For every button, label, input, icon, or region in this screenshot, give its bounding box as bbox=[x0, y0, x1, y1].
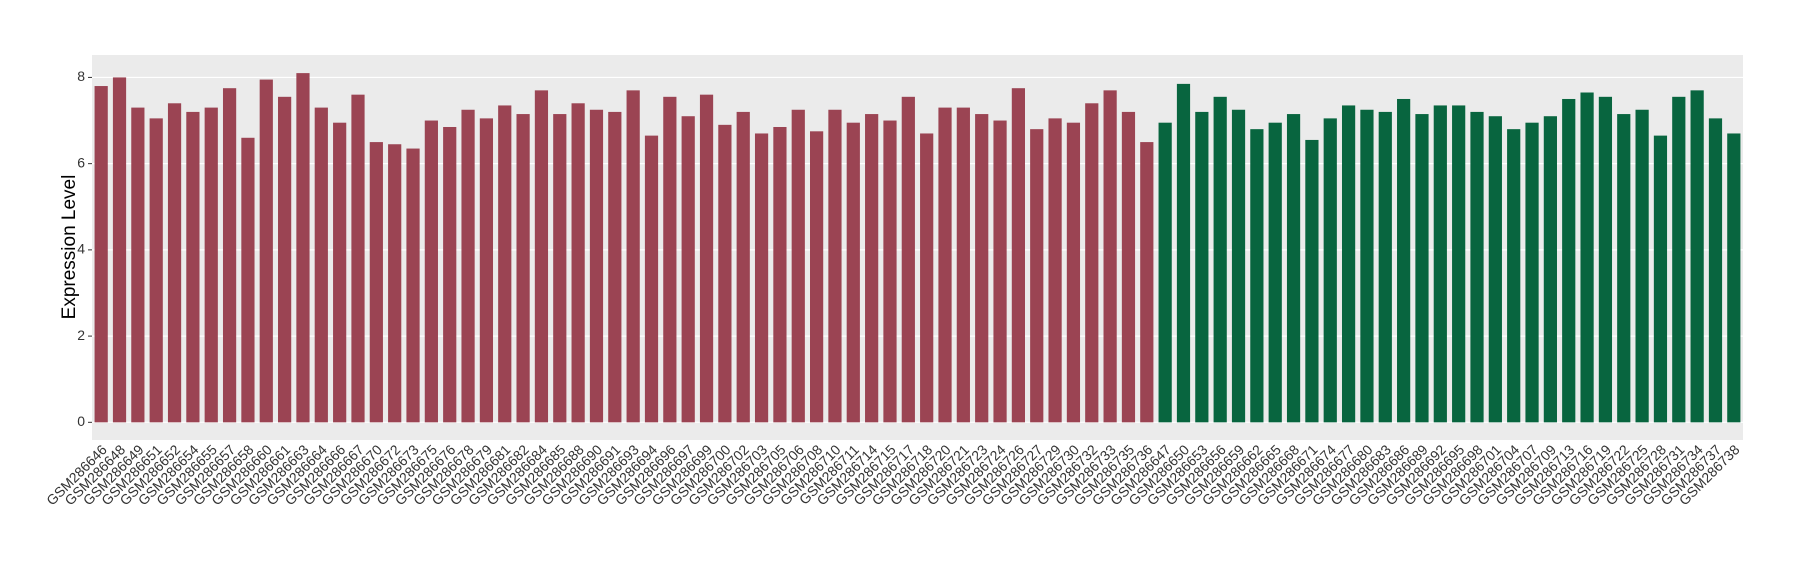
bar bbox=[1598, 96, 1613, 423]
bar bbox=[938, 107, 952, 423]
bar bbox=[975, 114, 989, 423]
bar bbox=[1617, 114, 1631, 423]
y-tick-label: 4 bbox=[77, 241, 85, 257]
bar bbox=[828, 109, 842, 423]
bar bbox=[993, 120, 1007, 423]
bar bbox=[1653, 135, 1668, 423]
bar bbox=[1231, 109, 1246, 423]
bar bbox=[424, 120, 438, 423]
bar bbox=[1708, 118, 1723, 423]
bar bbox=[461, 109, 475, 423]
bar bbox=[314, 107, 328, 423]
y-tick-label: 6 bbox=[77, 154, 85, 170]
bar bbox=[718, 124, 732, 423]
bar bbox=[681, 116, 695, 423]
bar bbox=[1433, 105, 1447, 423]
bar bbox=[1562, 98, 1576, 423]
bar bbox=[1195, 111, 1209, 423]
bar bbox=[791, 109, 805, 423]
y-tick-label: 8 bbox=[77, 68, 85, 84]
bar bbox=[186, 111, 200, 423]
bar bbox=[479, 118, 494, 423]
bar bbox=[516, 114, 530, 423]
bar bbox=[1727, 133, 1741, 423]
y-tick-label: 0 bbox=[77, 413, 85, 429]
bar bbox=[810, 131, 824, 423]
bar bbox=[131, 107, 145, 423]
bar bbox=[773, 126, 787, 423]
bar bbox=[1103, 90, 1117, 423]
bar bbox=[1048, 118, 1062, 423]
bar bbox=[1415, 114, 1429, 423]
bar bbox=[1470, 111, 1484, 423]
bar bbox=[626, 90, 640, 423]
bar bbox=[1323, 118, 1337, 423]
bar bbox=[498, 105, 512, 423]
bar bbox=[388, 144, 402, 423]
bar bbox=[699, 94, 714, 423]
bar bbox=[956, 107, 970, 423]
bar bbox=[1360, 109, 1374, 423]
bar bbox=[1121, 111, 1136, 423]
bar bbox=[204, 107, 218, 423]
bar bbox=[149, 118, 163, 423]
bar bbox=[1176, 83, 1191, 423]
bar bbox=[1525, 122, 1539, 423]
bar bbox=[534, 90, 549, 423]
bar bbox=[443, 126, 457, 423]
bar bbox=[296, 73, 310, 423]
bar bbox=[259, 79, 273, 423]
bar bbox=[94, 86, 108, 423]
bar bbox=[1030, 129, 1044, 423]
bar bbox=[1488, 116, 1502, 423]
bar bbox=[644, 135, 659, 423]
bar bbox=[1268, 122, 1282, 423]
bar bbox=[846, 122, 860, 423]
panel bbox=[92, 55, 1743, 440]
bar bbox=[608, 111, 622, 423]
bar bbox=[333, 122, 347, 423]
bar bbox=[663, 96, 677, 423]
bar bbox=[369, 142, 383, 423]
bar bbox=[1341, 105, 1356, 423]
bar bbox=[754, 133, 769, 423]
bar bbox=[1085, 103, 1099, 423]
bar bbox=[1580, 92, 1594, 423]
bar bbox=[901, 96, 915, 423]
bar bbox=[920, 133, 934, 423]
bar bbox=[1250, 129, 1264, 423]
bar bbox=[406, 148, 420, 423]
bar bbox=[883, 120, 897, 423]
bar bbox=[1158, 122, 1172, 423]
y-tick-label: 2 bbox=[77, 327, 85, 343]
bar bbox=[736, 111, 750, 423]
bar bbox=[1286, 114, 1301, 423]
bar bbox=[1690, 90, 1704, 423]
bar bbox=[1011, 88, 1025, 423]
bar bbox=[1066, 122, 1081, 423]
bar bbox=[1672, 96, 1686, 423]
bar bbox=[1543, 116, 1557, 423]
bar bbox=[1378, 111, 1392, 423]
bar bbox=[553, 114, 567, 423]
bar bbox=[241, 137, 255, 423]
bar bbox=[351, 94, 365, 423]
bar bbox=[1635, 109, 1649, 423]
bar bbox=[278, 96, 292, 423]
bar bbox=[865, 114, 879, 423]
y-axis-title: Expression Level bbox=[59, 175, 80, 320]
bar bbox=[1397, 98, 1411, 423]
bar bbox=[571, 103, 585, 423]
bar bbox=[167, 103, 182, 423]
bar bbox=[112, 77, 127, 423]
bar bbox=[1507, 129, 1521, 423]
bar bbox=[1140, 142, 1154, 423]
bar bbox=[1452, 105, 1466, 423]
bar bbox=[222, 88, 237, 423]
bar bbox=[1305, 139, 1319, 423]
bar bbox=[1213, 96, 1227, 423]
bar bbox=[589, 109, 604, 423]
